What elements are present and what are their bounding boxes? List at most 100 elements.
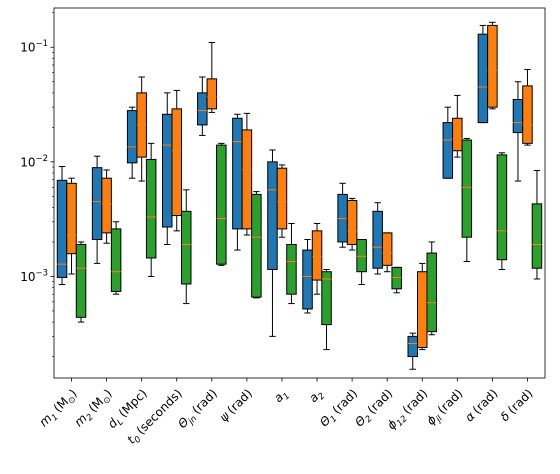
box-iqr: [461, 139, 473, 238]
box-iqr: [232, 117, 243, 230]
box-series3-cat6: [251, 191, 262, 299]
box-iqr: [356, 239, 367, 273]
box-series2-cat7: [276, 164, 288, 238]
box-iqr: [56, 179, 68, 278]
box-iqr: [206, 78, 218, 110]
box-iqr: [110, 228, 122, 292]
box-series2-cat14: [522, 68, 533, 146]
box-iqr: [171, 108, 182, 217]
box-series1-cat3: [126, 106, 138, 179]
box-iqr: [346, 199, 358, 246]
box-iqr: [522, 85, 533, 144]
box-series1-cat4: [162, 92, 173, 246]
box-series3-cat1: [75, 241, 87, 323]
plot-frame: [53, 7, 546, 379]
box-series3-cat4: [181, 189, 192, 305]
box-series2-cat6: [241, 112, 253, 236]
box-iqr: [267, 161, 278, 270]
box-series3-cat5: [216, 142, 227, 266]
box-series1-cat1: [56, 166, 68, 286]
box-iqr: [372, 210, 383, 269]
box-iqr: [145, 158, 157, 259]
box-iqr: [391, 266, 402, 290]
box-series1-cat11: [407, 332, 418, 370]
x-tick-label: α(rad): [462, 386, 500, 424]
x-tick-label: a1: [271, 386, 292, 407]
box-series1-cat14: [512, 81, 524, 182]
box-iqr: [75, 244, 87, 318]
x-tick-label: Θjn(rad): [175, 386, 222, 433]
box-series2-cat9: [346, 197, 358, 251]
box-series3-cat2: [110, 221, 122, 295]
box-series2-cat2: [101, 169, 112, 244]
x-tick-label: ϕjl(rad): [424, 386, 468, 430]
box-iqr: [66, 182, 77, 255]
box-series2-cat5: [206, 41, 218, 113]
y-tick-label: 10−2: [20, 154, 48, 170]
x-tick-label: m1(M⊙): [37, 386, 82, 431]
y-axis: 10−1 10−2 10−3: [20, 12, 54, 357]
x-tick-label: a2: [306, 386, 327, 407]
box-series1-cat13: [477, 24, 489, 124]
box-series2-cat8: [311, 222, 323, 295]
box-series3-cat7: [286, 222, 297, 305]
box-iqr: [216, 144, 227, 265]
box-iqr: [512, 98, 524, 134]
box-series1-cat7: [267, 149, 278, 337]
box-iqr: [302, 249, 313, 310]
box-iqr: [241, 129, 253, 230]
box-iqr: [531, 203, 543, 269]
box-series1-cat9: [337, 182, 348, 248]
x-tick-label: δ(rad): [498, 386, 536, 424]
box-iqr: [496, 154, 508, 261]
chart-marks: [56, 21, 543, 370]
box-series3-cat3: [145, 142, 157, 277]
box-iqr: [126, 110, 138, 164]
box-series1-cat10: [372, 202, 383, 275]
box-series2-cat11: [417, 262, 428, 351]
box-iqr: [321, 271, 332, 326]
box-series2-cat4: [171, 89, 182, 232]
box-series1-cat8: [302, 239, 313, 314]
box-iqr: [417, 271, 428, 348]
box-iqr: [311, 230, 323, 281]
box-series3-cat12: [461, 137, 473, 263]
box-series2-cat13: [487, 21, 498, 110]
box-series1-cat2: [91, 155, 103, 264]
y-tick-label: 10−3: [20, 268, 48, 284]
box-iqr: [407, 335, 418, 358]
box-series3-cat10: [391, 266, 402, 294]
box-series2-cat1: [66, 177, 77, 275]
box-iqr: [426, 252, 437, 333]
box-series1-cat12: [442, 106, 454, 179]
box-iqr: [162, 113, 173, 228]
box-iqr: [276, 167, 288, 230]
x-tick-label: ψ(rad): [217, 386, 255, 424]
box-series3-cat8: [321, 268, 332, 351]
box-series2-cat12: [452, 94, 463, 158]
box-series2-cat3: [136, 76, 147, 182]
box-series3-cat14: [531, 170, 543, 280]
box-iqr: [477, 33, 489, 124]
y-tick-label: 10−1: [20, 39, 48, 55]
x-axis: m1(M⊙)m2(M⊙)dL(Mpc)t0(seconds)Θjn(rad)ψ(…: [37, 378, 536, 447]
box-iqr: [197, 92, 208, 126]
box-iqr: [452, 117, 463, 152]
box-iqr: [487, 24, 498, 108]
box-series3-cat13: [496, 152, 508, 270]
box-iqr: [442, 122, 454, 179]
box-iqr: [101, 177, 112, 234]
box-iqr: [286, 244, 297, 295]
box-iqr: [91, 167, 103, 241]
box-iqr: [181, 210, 192, 285]
box-series1-cat5: [197, 76, 208, 136]
box-series2-cat10: [381, 232, 393, 273]
box-iqr: [381, 232, 393, 266]
x-tick-label: Θ1(rad): [317, 386, 362, 431]
box-series3-cat11: [426, 241, 437, 336]
box-iqr: [251, 193, 262, 298]
box-series3-cat9: [356, 239, 367, 286]
box-series1-cat6: [232, 113, 243, 251]
